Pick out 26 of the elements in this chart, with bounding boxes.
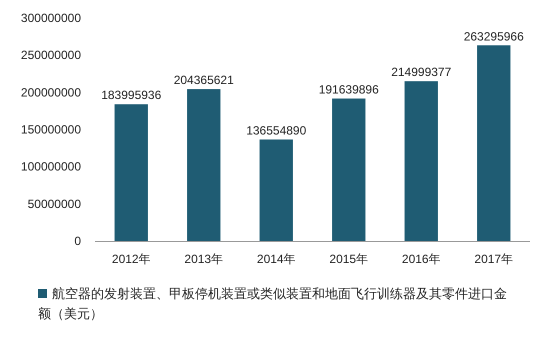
x-tick-label: 2017年 (474, 252, 514, 266)
y-tick-label: 250000000 (20, 48, 82, 62)
y-tick-label: 100000000 (20, 160, 82, 174)
x-tick-label: 2016年 (402, 252, 441, 266)
data-label: 214999377 (391, 65, 452, 80)
data-label: 191639896 (318, 82, 380, 97)
y-tick-label: 150000000 (20, 122, 82, 136)
data-label: 136554890 (246, 123, 307, 138)
x-tick-label: 2012年 (112, 252, 151, 266)
bar (114, 104, 148, 241)
bar (477, 45, 510, 241)
y-tick-label: 0 (74, 234, 82, 248)
bar (260, 139, 293, 241)
bar (404, 81, 438, 241)
y-tick-label: 200000000 (20, 85, 82, 100)
x-tick-label: 2013年 (184, 252, 224, 266)
y-tick-label: 300000000 (20, 11, 82, 25)
bar (187, 89, 220, 241)
x-tick-label: 2014年 (256, 252, 296, 266)
y-tick-label: 50000000 (28, 196, 82, 211)
data-label: 183995936 (101, 88, 162, 102)
bar (332, 98, 366, 241)
data-label: 263295966 (464, 29, 524, 44)
x-tick-label: 2015年 (329, 252, 368, 266)
data-label: 204365621 (174, 73, 234, 88)
legend-label: 航空器的发射装置、甲板停机装置或类似装置和地面飞行训练器及其零件进口金额（美元） (38, 286, 507, 321)
